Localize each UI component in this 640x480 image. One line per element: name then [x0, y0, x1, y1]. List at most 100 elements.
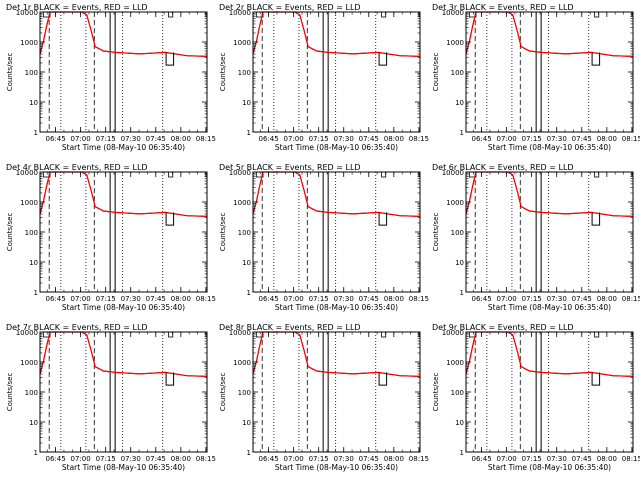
series-line-lld: [465, 11, 634, 57]
panel-title: Det 7r BLACK = Events, RED = LLD: [6, 323, 148, 332]
x-tick-label: 07:00: [284, 455, 304, 463]
y-tick-label: 1000: [233, 199, 251, 207]
x-tick-label: 06:45: [258, 135, 278, 143]
x-tick-label: 07:30: [334, 455, 354, 463]
x-tick-label: 06:45: [471, 455, 491, 463]
panel-title: Det 4r BLACK = Events, RED = LLD: [6, 163, 148, 172]
y-axis-title: Counts/sec: [432, 373, 440, 412]
series-line-lld: [39, 171, 208, 217]
series-line-events: [252, 331, 421, 377]
x-axis-title: Start Time (08-May-10 06:35:40): [275, 463, 398, 472]
x-tick-label: 07:45: [572, 455, 592, 463]
y-tick-label: 10000: [16, 329, 38, 337]
y-tick-label: 1000: [233, 359, 251, 367]
x-axis-title: Start Time (08-May-10 06:35:40): [275, 303, 398, 312]
panel-title: Det 8r BLACK = Events, RED = LLD: [219, 323, 361, 332]
chart-panel-7: Det 7r BLACK = Events, RED = LLD 1 10 100 10…: [6, 323, 216, 472]
y-tick-label: 10: [29, 99, 38, 107]
x-tick-label: 07:45: [572, 135, 592, 143]
x-tick-label: 08:15: [196, 295, 216, 303]
y-axis-title: Counts/sec: [432, 53, 440, 92]
x-tick-label: 08:15: [409, 455, 429, 463]
chart-panel-8: Det 8r BLACK = Events, RED = LLD 1 10 100 10…: [219, 323, 429, 472]
x-tick-label: 07:00: [497, 135, 517, 143]
gap-box: [594, 11, 600, 18]
y-tick-label: 10000: [442, 329, 464, 337]
x-tick-label: 08:00: [384, 455, 404, 463]
x-axis-title: Start Time (08-May-10 06:35:40): [488, 463, 611, 472]
x-tick-label: 07:15: [309, 135, 329, 143]
plot-frame: [39, 171, 208, 293]
x-tick-label: 07:45: [359, 135, 379, 143]
x-tick-label: 07:45: [146, 455, 166, 463]
y-tick-label: 10000: [229, 9, 251, 17]
series-line-events: [39, 171, 208, 217]
plot-frame: [39, 331, 208, 453]
x-tick-label: 08:00: [171, 135, 191, 143]
x-tick-label: 07:00: [71, 135, 91, 143]
x-tick-label: 06:45: [258, 455, 278, 463]
chart-panel-3: Det 3r BLACK = Events, RED = LLD 1 10 100 10…: [432, 3, 640, 152]
y-tick-label: 10000: [229, 329, 251, 337]
chart-panel-6: Det 6r BLACK = Events, RED = LLD 1 10 100 10…: [432, 163, 640, 312]
panel-title: Det 2r BLACK = Events, RED = LLD: [219, 3, 361, 12]
y-axis-title: Counts/sec: [432, 213, 440, 252]
y-tick-label: 1: [34, 449, 38, 457]
y-tick-label: 100: [451, 69, 464, 77]
y-tick-label: 100: [25, 229, 38, 237]
y-tick-label: 10: [242, 259, 251, 267]
y-axis-title: Counts/sec: [6, 213, 14, 252]
series-line-lld: [252, 331, 421, 377]
x-axis-title: Start Time (08-May-10 06:35:40): [488, 143, 611, 152]
gap-box: [168, 331, 174, 338]
events-dip: [591, 372, 601, 386]
y-tick-label: 1000: [20, 359, 38, 367]
series-line-events: [465, 331, 634, 377]
x-tick-label: 07:15: [309, 455, 329, 463]
x-tick-label: 07:00: [497, 295, 517, 303]
y-tick-label: 10000: [442, 169, 464, 177]
plot-frame: [465, 171, 634, 293]
plot-frame: [465, 331, 634, 453]
series-line-lld: [465, 171, 634, 217]
x-tick-label: 08:00: [384, 135, 404, 143]
y-tick-label: 10000: [229, 169, 251, 177]
y-axis-title: Counts/sec: [219, 53, 227, 92]
y-tick-label: 100: [238, 229, 251, 237]
events-dip: [378, 372, 388, 386]
panel-title: Det 9r BLACK = Events, RED = LLD: [432, 323, 574, 332]
series-line-events: [39, 331, 208, 377]
series-line-events: [465, 11, 634, 57]
x-tick-label: 08:15: [409, 135, 429, 143]
x-tick-label: 08:00: [171, 295, 191, 303]
x-tick-label: 06:45: [45, 295, 65, 303]
events-dip: [165, 372, 175, 386]
x-tick-label: 07:45: [359, 455, 379, 463]
x-tick-label: 07:30: [121, 455, 141, 463]
gap-box: [168, 171, 174, 178]
x-tick-label: 07:45: [146, 135, 166, 143]
x-tick-label: 07:00: [497, 455, 517, 463]
y-tick-label: 10: [242, 99, 251, 107]
y-tick-label: 1: [34, 129, 38, 137]
x-axis-title: Start Time (08-May-10 06:35:40): [488, 303, 611, 312]
plot-frame: [252, 331, 421, 453]
x-tick-label: 08:15: [622, 135, 640, 143]
x-tick-label: 07:30: [547, 135, 567, 143]
events-dip: [378, 212, 388, 226]
x-tick-label: 07:30: [547, 295, 567, 303]
x-tick-label: 07:15: [522, 455, 542, 463]
x-axis-title: Start Time (08-May-10 06:35:40): [275, 143, 398, 152]
x-tick-label: 07:15: [96, 295, 116, 303]
y-tick-label: 1000: [446, 199, 464, 207]
x-tick-label: 08:00: [597, 455, 617, 463]
x-tick-label: 07:15: [309, 295, 329, 303]
x-axis-title: Start Time (08-May-10 06:35:40): [62, 463, 185, 472]
y-tick-label: 1000: [446, 39, 464, 47]
series-line-lld: [252, 11, 421, 57]
x-tick-label: 07:30: [547, 455, 567, 463]
x-tick-label: 08:15: [196, 135, 216, 143]
y-tick-label: 10000: [16, 9, 38, 17]
panel-title: Det 1r BLACK = Events, RED = LLD: [6, 3, 148, 12]
